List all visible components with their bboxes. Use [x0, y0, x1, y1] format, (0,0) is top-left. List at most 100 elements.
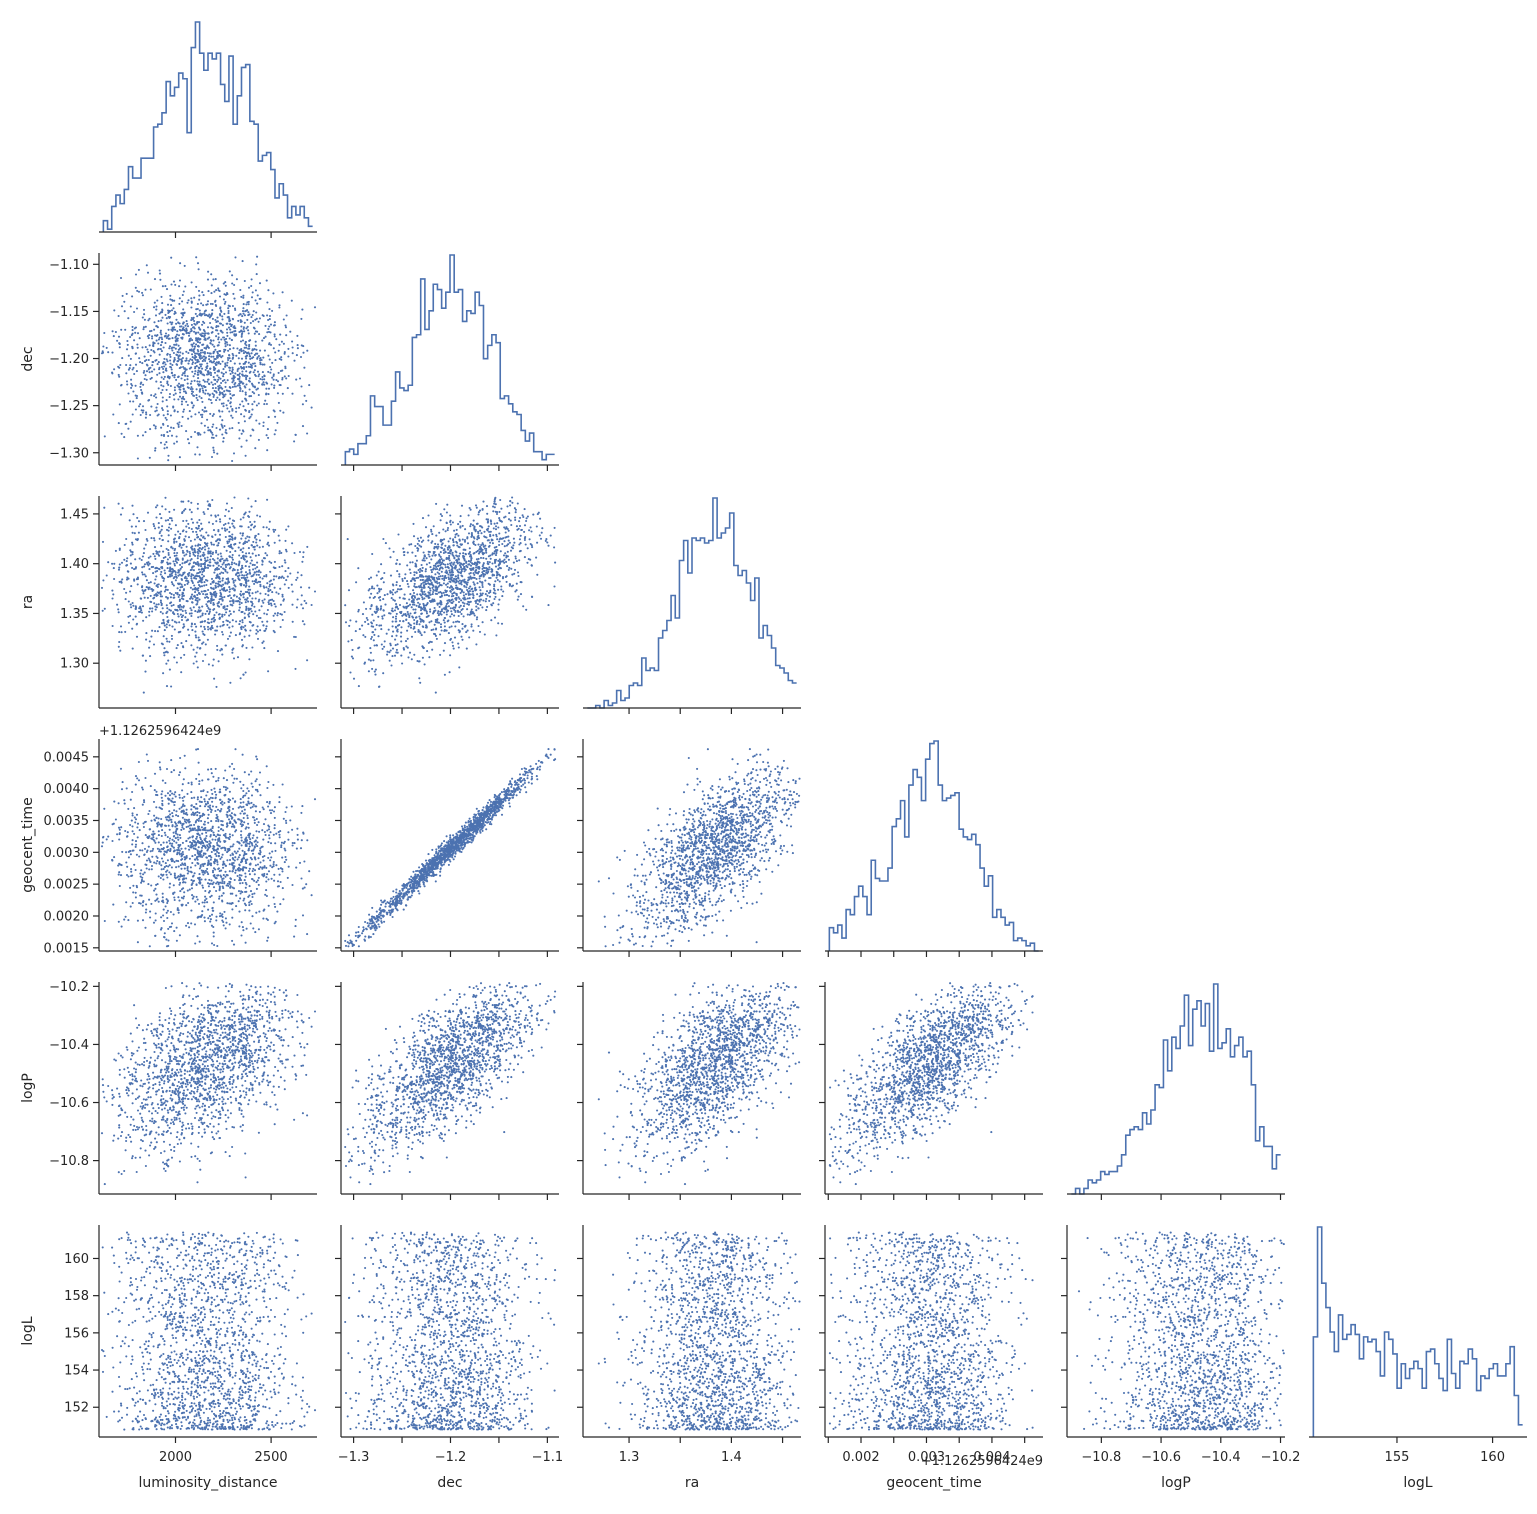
- scatter-point: [212, 553, 214, 555]
- scatter-point: [261, 564, 263, 566]
- scatter-point: [242, 390, 244, 392]
- scatter-point: [437, 546, 439, 548]
- scatter-point: [295, 379, 297, 381]
- scatter-point: [446, 613, 448, 615]
- scatter-point: [416, 605, 418, 607]
- scatter-point: [222, 441, 224, 443]
- scatter-point: [178, 615, 180, 617]
- scatter-point: [193, 320, 195, 322]
- scatter-point: [242, 307, 244, 309]
- scatter-point: [132, 329, 134, 331]
- scatter-point: [494, 506, 496, 508]
- scatter-point: [473, 527, 475, 529]
- scatter-point: [468, 601, 470, 603]
- scatter-point: [264, 552, 266, 554]
- scatter-point: [448, 555, 450, 557]
- scatter-point: [203, 329, 205, 331]
- scatter-point: [229, 323, 231, 325]
- scatter-point: [244, 314, 246, 316]
- scatter-point: [491, 604, 493, 606]
- scatter-point: [251, 605, 253, 607]
- scatter-point: [162, 577, 164, 579]
- scatter-point: [126, 383, 128, 385]
- scatter-point: [164, 625, 166, 627]
- scatter-point: [418, 540, 420, 542]
- scatter-point: [402, 620, 404, 622]
- scatter-point: [227, 578, 229, 580]
- scatter-point: [287, 348, 289, 350]
- scatter-point: [198, 338, 200, 340]
- scatter-point: [212, 581, 214, 583]
- scatter-point: [215, 335, 217, 337]
- scatter-point: [347, 640, 349, 642]
- scatter-point: [179, 391, 181, 393]
- scatter-point: [174, 386, 176, 388]
- scatter-point: [497, 622, 499, 624]
- scatter-point: [191, 579, 193, 581]
- scatter-point: [472, 572, 474, 574]
- scatter-point: [157, 630, 159, 632]
- scatter-point: [483, 535, 485, 537]
- scatter-point: [184, 367, 186, 369]
- scatter-point: [229, 305, 231, 307]
- scatter-point: [234, 569, 236, 571]
- scatter-point: [198, 381, 200, 383]
- scatter-point: [408, 598, 410, 600]
- scatter-point: [119, 650, 121, 652]
- scatter-point: [160, 517, 162, 519]
- scatter-point: [422, 539, 424, 541]
- scatter-point: [168, 329, 170, 331]
- scatter-point: [219, 350, 221, 352]
- scatter-point: [187, 299, 189, 301]
- scatter-point: [167, 597, 169, 599]
- scatter-point: [251, 409, 253, 411]
- scatter-point: [485, 552, 487, 554]
- scatter-point: [460, 613, 462, 615]
- scatter-point: [464, 549, 466, 551]
- scatter-point: [142, 592, 144, 594]
- scatter-point: [185, 401, 187, 403]
- scatter-point: [171, 337, 173, 339]
- scatter-point: [433, 547, 435, 549]
- scatter-point: [512, 544, 514, 546]
- scatter-point: [204, 407, 206, 409]
- scatter-point: [201, 416, 203, 418]
- scatter-point: [249, 595, 251, 597]
- scatter-point: [187, 619, 189, 621]
- scatter-point: [279, 384, 281, 386]
- scatter-point: [125, 598, 127, 600]
- scatter-point: [462, 525, 464, 527]
- scatter-point: [274, 587, 276, 589]
- scatter-point: [245, 347, 247, 349]
- scatter-point: [207, 300, 209, 302]
- scatter-point: [269, 521, 271, 523]
- scatter-point: [130, 305, 132, 307]
- scatter-point: [127, 616, 129, 618]
- scatter-point: [131, 628, 133, 630]
- scatter-point: [272, 292, 274, 294]
- scatter-point: [260, 571, 262, 573]
- scatter-point: [183, 290, 185, 292]
- scatter-point: [199, 358, 201, 360]
- scatter-point: [168, 526, 170, 528]
- scatter-point: [184, 610, 186, 612]
- scatter-point: [439, 611, 441, 613]
- scatter-point: [231, 460, 233, 462]
- scatter-point: [163, 654, 165, 656]
- scatter-point: [199, 585, 201, 587]
- scatter-point: [469, 586, 471, 588]
- scatter-point: [266, 526, 268, 528]
- scatter-point: [103, 507, 105, 509]
- histogram-luminosity_distance: [103, 22, 312, 232]
- scatter-point: [223, 351, 225, 353]
- scatter-point: [156, 335, 158, 337]
- scatter-point: [174, 628, 176, 630]
- scatter-point: [211, 587, 213, 589]
- scatter-point: [205, 579, 207, 581]
- scatter-point: [485, 600, 487, 602]
- scatter-point: [252, 564, 254, 566]
- scatter-point: [181, 586, 183, 588]
- scatter-point: [460, 636, 462, 638]
- scatter-point: [146, 264, 148, 266]
- scatter-point: [205, 332, 207, 334]
